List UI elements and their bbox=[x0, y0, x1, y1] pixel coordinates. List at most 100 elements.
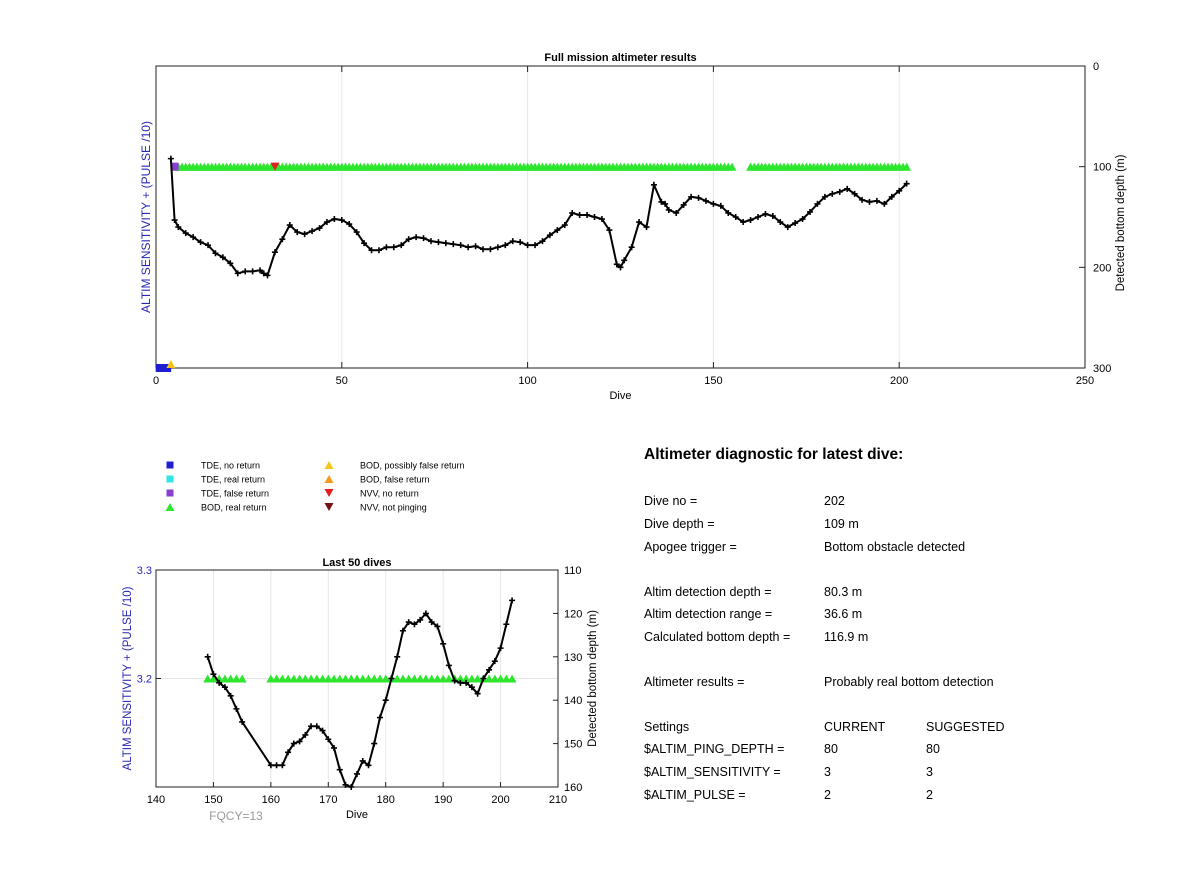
bod-real-marker bbox=[277, 674, 287, 683]
bottom-depth-point bbox=[405, 619, 412, 626]
legend-marker bbox=[166, 461, 174, 469]
bottom-depth-point bbox=[784, 224, 791, 231]
setting-suggested: 3 bbox=[926, 765, 933, 779]
x-tick-label: 170 bbox=[319, 794, 337, 806]
bottom-depth-point bbox=[273, 762, 280, 769]
bottom-depth-point bbox=[814, 200, 821, 207]
bod-real-marker bbox=[220, 674, 230, 683]
bottom-depth-point bbox=[539, 238, 546, 245]
bottom-depth-point bbox=[665, 206, 672, 213]
y-tick-label: 140 bbox=[564, 695, 582, 707]
bottom-depth-point bbox=[509, 238, 516, 245]
x-tick-label: 150 bbox=[704, 375, 722, 387]
bottom-depth-point bbox=[888, 193, 895, 200]
bottom-depth-point bbox=[359, 757, 366, 764]
bottom-depth-point bbox=[747, 217, 754, 224]
diagnostic-value: 116.9 m bbox=[824, 630, 869, 644]
bottom-depth-point bbox=[717, 202, 724, 209]
bottom-depth-point bbox=[866, 198, 873, 205]
x-axis-label: Dive bbox=[609, 390, 631, 402]
bottom-depth-point bbox=[260, 270, 267, 277]
bottom-depth-point bbox=[621, 257, 628, 264]
bottom-depth-point bbox=[688, 193, 695, 200]
setting-label: $ALTIM_PING_DEPTH = bbox=[644, 742, 785, 756]
y-axis-label-left: ALTIM SENSITIVITY + (PULSE /10) bbox=[139, 121, 153, 313]
bottom-depth-point bbox=[417, 616, 424, 623]
bottom-depth-point bbox=[233, 705, 240, 712]
bottom-depth-point bbox=[336, 766, 343, 773]
bottom-depth-point bbox=[807, 208, 814, 215]
tde-marker bbox=[170, 162, 179, 171]
legend-label: BOD, real return bbox=[201, 503, 267, 513]
bottom-depth-point bbox=[427, 238, 434, 245]
bod-real-marker bbox=[490, 674, 500, 683]
bod-real-marker bbox=[455, 674, 465, 683]
setting-current: 80 bbox=[824, 742, 838, 756]
setting-current: 3 bbox=[824, 765, 831, 779]
bottom-depth-point bbox=[472, 243, 479, 250]
diagnostic-value: 202 bbox=[824, 494, 845, 508]
bod-real-marker bbox=[363, 674, 373, 683]
bottom-depth-point bbox=[576, 211, 583, 218]
bottom-depth-point bbox=[732, 214, 739, 220]
bottom-depth-point bbox=[234, 270, 241, 277]
diagnostic-label: Calculated bottom depth = bbox=[644, 630, 791, 644]
bottom-depth-point bbox=[167, 155, 174, 162]
y-tick-label: 110 bbox=[564, 565, 582, 577]
legend-marker bbox=[166, 489, 174, 497]
bottom-depth-point bbox=[249, 268, 256, 275]
legend-label: BOD, possibly false return bbox=[360, 461, 465, 471]
bottom-depth-point bbox=[271, 249, 278, 256]
bottom-depth-point bbox=[264, 272, 271, 279]
bottom-depth-point bbox=[524, 242, 531, 249]
bottom-depth-point bbox=[413, 234, 420, 241]
y-axis-label-right: Detected bottom depth (m) bbox=[1115, 154, 1127, 291]
bottom-depth-point bbox=[445, 662, 452, 669]
bod-real-marker bbox=[427, 674, 437, 683]
bottom-depth-point bbox=[695, 194, 702, 201]
x-tick-label: 190 bbox=[434, 794, 452, 806]
bottom-depth-point bbox=[411, 621, 418, 628]
bod-real-marker bbox=[398, 674, 408, 683]
legend-label: TDE, no return bbox=[201, 461, 260, 471]
bottom-depth-point bbox=[331, 744, 338, 751]
bottom-depth-point bbox=[422, 610, 429, 617]
setting-label: $ALTIM_PULSE = bbox=[644, 788, 746, 802]
bottom-depth-point bbox=[210, 671, 217, 678]
bod-real-marker bbox=[444, 674, 454, 683]
bod-real-marker bbox=[432, 674, 442, 683]
legend-marker bbox=[324, 502, 334, 512]
diagnostic-value: Probably real bottom detection bbox=[824, 675, 994, 689]
x-tick-label: 50 bbox=[336, 375, 348, 387]
bod-real-marker bbox=[381, 674, 391, 683]
bottom-depth-point bbox=[346, 221, 353, 228]
bottom-depth-point bbox=[509, 597, 516, 604]
legend-label: TDE, real return bbox=[201, 475, 265, 485]
bottom-depth-point bbox=[762, 210, 769, 217]
bottom-depth-point bbox=[821, 193, 828, 200]
bottom-depth-point bbox=[428, 619, 435, 626]
bottom-depth-point bbox=[836, 188, 843, 195]
bottom-depth-point bbox=[491, 658, 498, 665]
bod-real-marker bbox=[375, 674, 385, 683]
bottom-depth-point bbox=[532, 242, 539, 249]
bod-real-marker bbox=[415, 674, 425, 683]
y-tick-label: 150 bbox=[564, 739, 582, 751]
bod-real-marker bbox=[392, 674, 402, 683]
bod-real-marker bbox=[358, 674, 368, 683]
bottom-depth-point bbox=[279, 236, 286, 243]
bod-real-marker bbox=[461, 674, 471, 683]
diagnostic-value: 80.3 m bbox=[824, 585, 863, 599]
bottom-depth-point bbox=[851, 190, 858, 197]
bod-real-marker bbox=[341, 674, 351, 683]
bottom-depth-point bbox=[494, 244, 501, 251]
bottom-depth-point bbox=[394, 653, 401, 660]
settings-header-current: CURRENT bbox=[824, 720, 886, 734]
bottom-depth-line bbox=[169, 158, 908, 277]
settings-header: Settings bbox=[644, 720, 690, 734]
bottom-depth-point bbox=[325, 736, 332, 743]
bottom-depth-point bbox=[606, 227, 613, 234]
bod-real-marker bbox=[300, 674, 310, 683]
y-tick-label: 120 bbox=[564, 608, 582, 620]
